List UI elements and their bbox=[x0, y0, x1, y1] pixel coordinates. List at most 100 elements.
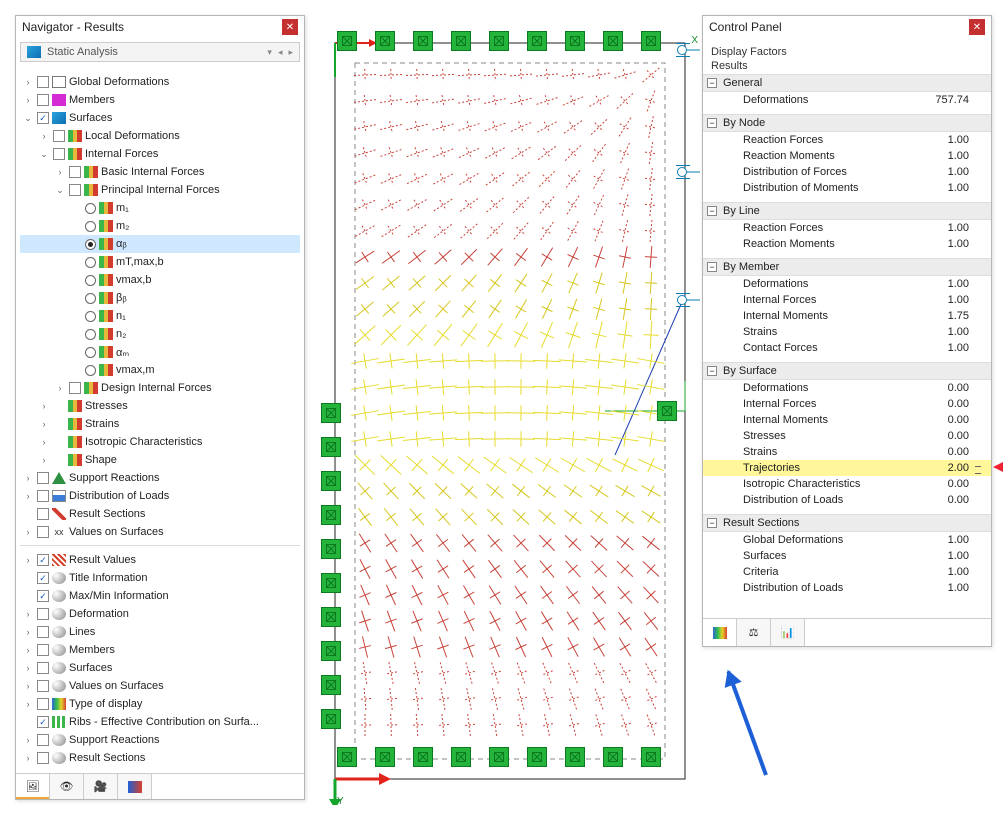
tree-item[interactable]: ›Stresses bbox=[20, 397, 300, 415]
tree-item[interactable]: ›Lines bbox=[20, 623, 300, 641]
cp-row-value[interactable]: 0.00 bbox=[915, 478, 985, 490]
tree-item[interactable]: ⌄Surfaces bbox=[20, 109, 300, 127]
collapse-icon[interactable]: − bbox=[707, 206, 717, 216]
expand-caret-icon[interactable]: › bbox=[38, 455, 50, 465]
tree-item[interactable]: n₁ bbox=[20, 307, 300, 325]
tree-checkbox[interactable] bbox=[37, 752, 49, 764]
expand-caret-icon[interactable]: › bbox=[38, 419, 50, 429]
tree-checkbox[interactable] bbox=[37, 526, 49, 538]
tree-item[interactable]: Title Information bbox=[20, 569, 300, 587]
tab-filter-icon[interactable]: 📊 bbox=[771, 619, 805, 646]
tree-item[interactable]: αₘ bbox=[20, 343, 300, 361]
expand-caret-icon[interactable]: › bbox=[22, 491, 34, 501]
chevron-left-icon[interactable]: ◂ bbox=[278, 47, 283, 58]
expand-caret-icon[interactable]: ⌄ bbox=[38, 149, 50, 160]
tree-item[interactable]: ›Members bbox=[20, 641, 300, 659]
tree-item[interactable]: ›Design Internal Forces bbox=[20, 379, 300, 397]
cp-row[interactable]: Distribution of Loads0.00 bbox=[703, 492, 991, 508]
tree-radio[interactable] bbox=[85, 257, 96, 268]
collapse-icon[interactable]: − bbox=[707, 518, 717, 528]
cp-group-header[interactable]: −By Line bbox=[703, 202, 991, 220]
tree-checkbox[interactable] bbox=[37, 554, 49, 566]
tree-item[interactable]: ›Members bbox=[20, 91, 300, 109]
tree-item[interactable]: ›Deformation bbox=[20, 605, 300, 623]
collapse-icon[interactable]: − bbox=[707, 78, 717, 88]
tree-radio[interactable] bbox=[85, 275, 96, 286]
cp-group-header[interactable]: −By Surface bbox=[703, 362, 991, 380]
cp-row[interactable]: Stresses0.00 bbox=[703, 428, 991, 444]
tree-item[interactable]: vmax,b bbox=[20, 271, 300, 289]
cp-row-value[interactable]: 0.00 bbox=[915, 494, 985, 506]
tree-checkbox[interactable] bbox=[37, 608, 49, 620]
expand-caret-icon[interactable]: › bbox=[22, 77, 34, 87]
cp-row[interactable]: Reaction Forces1.00 bbox=[703, 220, 991, 236]
tree-item[interactable]: ›xxValues on Surfaces bbox=[20, 523, 300, 541]
tree-checkbox[interactable] bbox=[37, 472, 49, 484]
expand-caret-icon[interactable]: ⌄ bbox=[22, 113, 34, 124]
tree-item[interactable]: m₁ bbox=[20, 199, 300, 217]
cp-row-value[interactable]: 1.75 bbox=[915, 310, 985, 322]
close-icon[interactable]: ✕ bbox=[282, 19, 298, 35]
cp-row[interactable]: Deformations757.74 bbox=[703, 92, 991, 108]
cp-row-value[interactable]: 1.00 bbox=[915, 550, 985, 562]
cp-row-value[interactable]: 2.00 bbox=[915, 462, 985, 474]
tree-checkbox[interactable] bbox=[37, 490, 49, 502]
tree-checkbox[interactable] bbox=[37, 698, 49, 710]
expand-caret-icon[interactable]: › bbox=[54, 167, 66, 177]
cp-row[interactable]: Deformations1.00 bbox=[703, 276, 991, 292]
cp-row[interactable]: Global Deformations1.00 bbox=[703, 532, 991, 548]
collapse-icon[interactable]: − bbox=[707, 366, 717, 376]
cp-row-value[interactable]: 0.00 bbox=[915, 446, 985, 458]
cp-row-value[interactable]: 0.00 bbox=[915, 414, 985, 426]
cp-row[interactable]: Distribution of Loads1.00 bbox=[703, 580, 991, 596]
cp-row-value[interactable]: 1.00 bbox=[915, 222, 985, 234]
expand-caret-icon[interactable]: › bbox=[22, 627, 34, 637]
cp-row-value[interactable]: 1.00 bbox=[915, 150, 985, 162]
cp-row[interactable]: Internal Forces1.00 bbox=[703, 292, 991, 308]
cp-row-value[interactable]: 1.00 bbox=[915, 566, 985, 578]
cp-row-value[interactable]: 0.00 bbox=[915, 430, 985, 442]
expand-caret-icon[interactable]: › bbox=[38, 401, 50, 411]
tree-item[interactable]: ›Shape bbox=[20, 451, 300, 469]
expand-caret-icon[interactable]: › bbox=[22, 735, 34, 745]
tree-checkbox[interactable] bbox=[37, 590, 49, 602]
cp-group-header[interactable]: −By Member bbox=[703, 258, 991, 276]
expand-caret-icon[interactable]: › bbox=[22, 681, 34, 691]
cp-row[interactable]: Isotropic Characteristics0.00 bbox=[703, 476, 991, 492]
tree-item[interactable]: Ribs - Effective Contribution on Surfa..… bbox=[20, 713, 300, 731]
tree-checkbox[interactable] bbox=[37, 644, 49, 656]
cp-row-value[interactable]: 1.00 bbox=[915, 238, 985, 250]
tree-item[interactable]: ›Distribution of Loads bbox=[20, 487, 300, 505]
tree-item[interactable]: ›Result Sections bbox=[20, 749, 300, 767]
tree-item[interactable]: vmax,m bbox=[20, 361, 300, 379]
tree-checkbox[interactable] bbox=[37, 734, 49, 746]
cp-row-value[interactable]: 1.00 bbox=[915, 582, 985, 594]
cp-row[interactable]: Reaction Moments1.00 bbox=[703, 148, 991, 164]
collapse-icon[interactable]: − bbox=[707, 262, 717, 272]
tree-checkbox[interactable] bbox=[37, 76, 49, 88]
tab-scales-icon[interactable]: ⚖ bbox=[737, 619, 771, 646]
tab-factors-icon[interactable] bbox=[703, 619, 737, 646]
cp-row-value[interactable]: 1.00 bbox=[915, 182, 985, 194]
expand-caret-icon[interactable]: › bbox=[22, 95, 34, 105]
tab-video-icon[interactable]: 🎥 bbox=[84, 774, 118, 799]
cp-row-value[interactable]: 1.00 bbox=[915, 326, 985, 338]
tree-item[interactable]: βᵦ bbox=[20, 289, 300, 307]
tree-checkbox[interactable] bbox=[53, 130, 65, 142]
cp-row[interactable]: Criteria1.00 bbox=[703, 564, 991, 580]
cp-row[interactable]: Distribution of Moments1.00 bbox=[703, 180, 991, 196]
cp-row-value[interactable]: 1.00 bbox=[915, 166, 985, 178]
tree-radio[interactable] bbox=[85, 221, 96, 232]
expand-caret-icon[interactable]: › bbox=[22, 527, 34, 537]
cp-row[interactable]: Reaction Moments1.00 bbox=[703, 236, 991, 252]
cp-row[interactable]: Contact Forces1.00 bbox=[703, 340, 991, 356]
tree-item[interactable]: ⌄Principal Internal Forces bbox=[20, 181, 300, 199]
model-viewport[interactable]: X Y bbox=[315, 15, 700, 805]
cp-row-value[interactable]: 1.00 bbox=[915, 534, 985, 546]
cp-group-header[interactable]: −General bbox=[703, 74, 991, 92]
tree-checkbox[interactable] bbox=[37, 716, 49, 728]
tree-item[interactable]: ›Surfaces bbox=[20, 659, 300, 677]
cp-group-header[interactable]: −Result Sections bbox=[703, 514, 991, 532]
tree-radio[interactable] bbox=[85, 365, 96, 376]
tree-radio[interactable] bbox=[85, 347, 96, 358]
